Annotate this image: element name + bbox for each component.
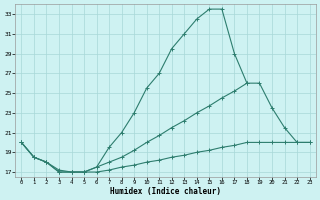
X-axis label: Humidex (Indice chaleur): Humidex (Indice chaleur) [110,187,221,196]
